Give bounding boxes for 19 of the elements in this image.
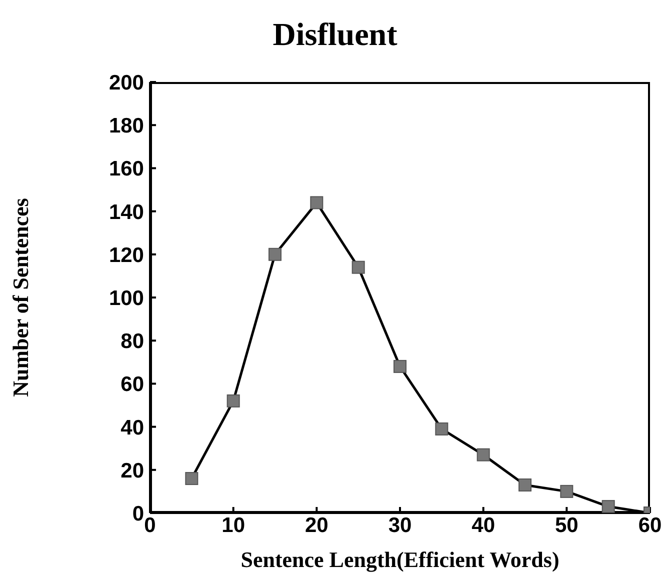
y-tick-label: 40 [120,416,144,440]
y-tick-label: 140 [108,200,144,224]
y-tick-label: 60 [120,373,144,396]
y-tick-label: 20 [120,459,144,482]
y-tick-label: 100 [108,286,144,310]
x-tick-label: 10 [222,514,246,537]
y-tick-label: 160 [108,158,144,181]
x-axis-title: Sentence Length(Efficient Words) [240,547,560,573]
x-tick-label: 40 [472,514,496,537]
y-tick-label: 200 [108,71,144,94]
chart-title: Disfluent [272,16,398,53]
y-tick-label: 120 [108,244,144,267]
x-tick-label: 20 [304,514,328,537]
x-tick-label: 60 [638,514,662,537]
y-tick-label: 80 [120,330,144,354]
y-axis-title: Number of Sentences [8,198,33,397]
x-tick-label: 50 [554,514,578,537]
y-tick-label: 180 [108,114,144,138]
x-tick-label: 30 [388,514,412,537]
